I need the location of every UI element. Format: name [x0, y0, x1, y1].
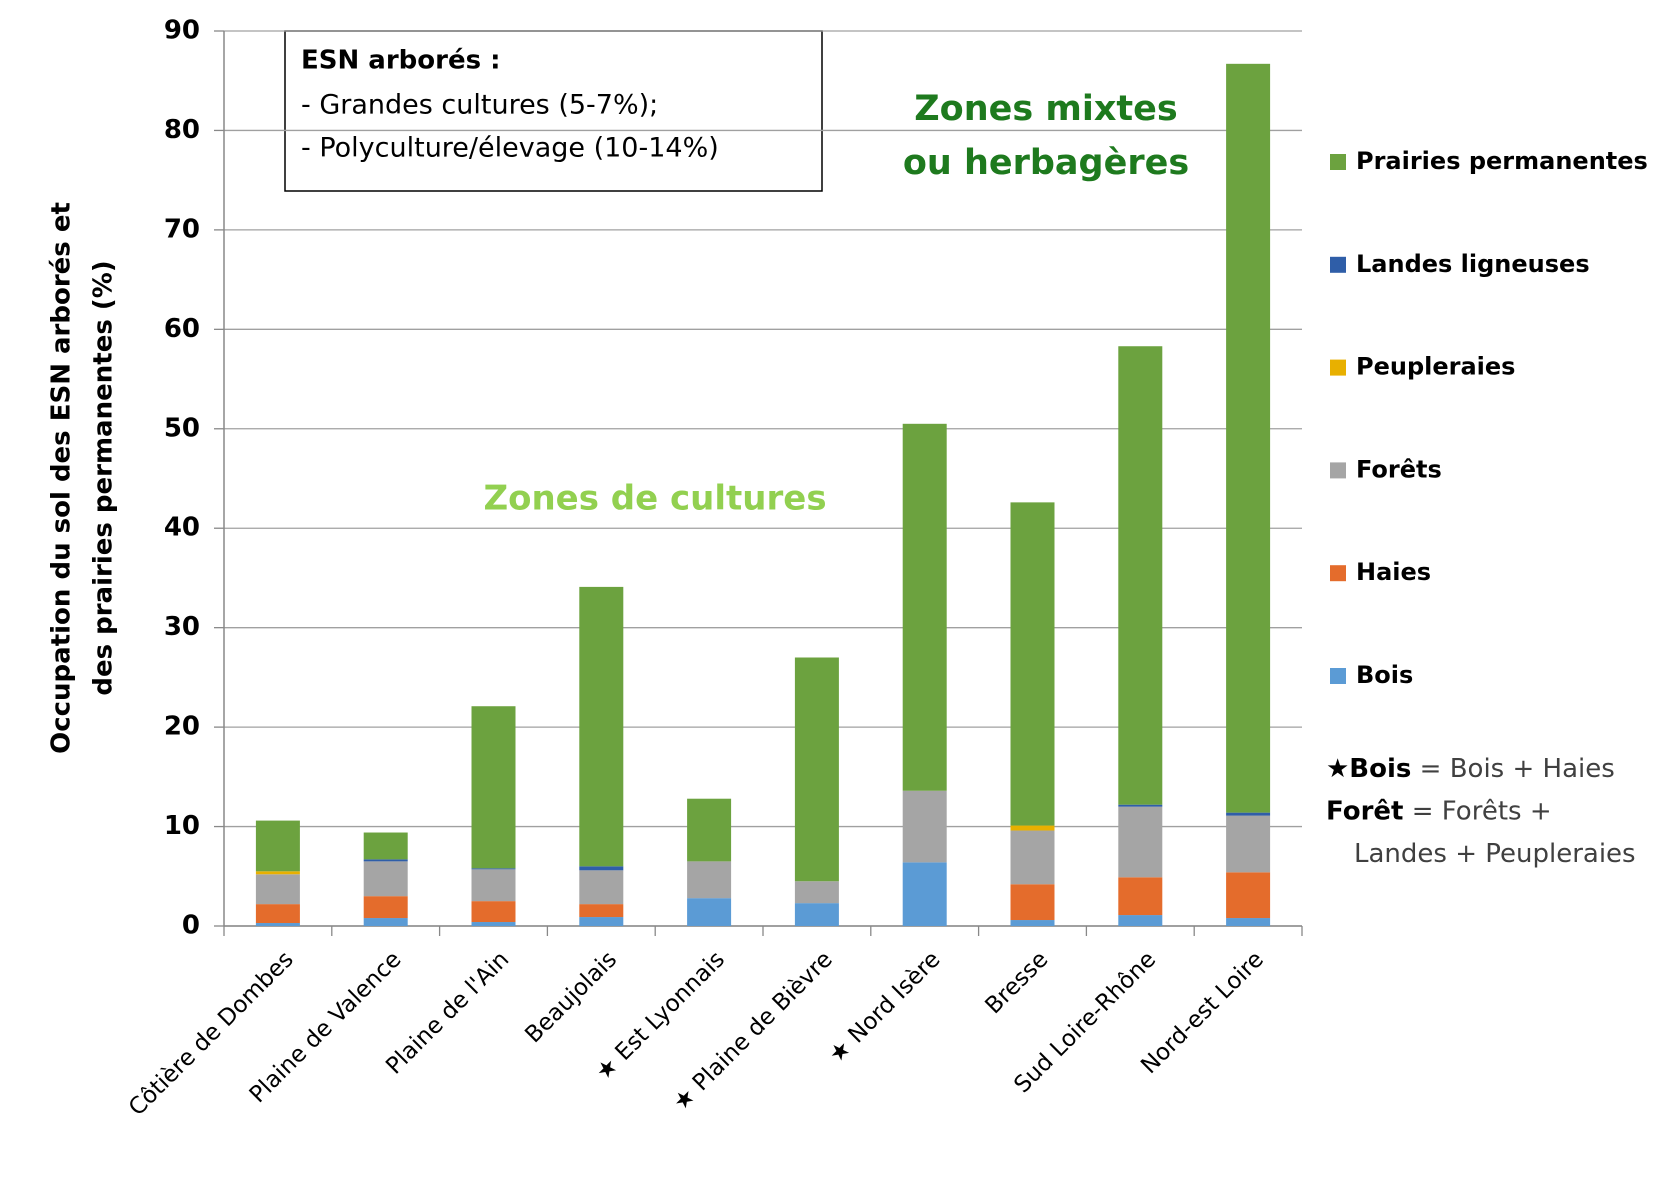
bar-segment — [471, 869, 516, 902]
note-bold: ★Bois — [1326, 754, 1411, 784]
legend-swatch — [1330, 154, 1346, 170]
y-axis-label: Occupation du sol des ESN arborés et — [47, 202, 77, 754]
y-tick-label: 80 — [164, 115, 200, 145]
legend-label: Peupleraies — [1356, 353, 1515, 381]
bar-segment — [794, 881, 839, 904]
legend-note: ★Bois = Bois + Haies — [1326, 754, 1615, 784]
box-line: - Polyculture/élevage (10-14%) — [301, 133, 719, 164]
y-tick-label: 60 — [164, 314, 200, 344]
bar-segment — [255, 871, 300, 875]
annotation-box — [284, 30, 823, 192]
legend-swatch — [1330, 256, 1346, 273]
y-tick-label: 30 — [164, 612, 200, 642]
bar-segment — [1226, 63, 1271, 813]
bar-segment — [902, 790, 947, 863]
bar-segment — [1010, 502, 1055, 826]
bar-segment — [1118, 915, 1163, 926]
bar-segment — [1010, 830, 1055, 885]
box-line: - Grandes cultures (5-7%); — [301, 90, 658, 121]
note-text: Landes + Peupleraies — [1354, 839, 1636, 869]
bar-segment — [687, 898, 732, 926]
bar-segment — [902, 423, 947, 791]
bar-segment — [579, 586, 624, 867]
bar-segment — [579, 917, 624, 926]
bar-segment — [579, 866, 624, 871]
bar-segment — [363, 896, 408, 919]
zone-label: ou herbagères — [903, 143, 1189, 183]
bar-segment — [363, 861, 408, 897]
legend-swatch — [1330, 668, 1346, 684]
legend-note: Landes + Peupleraies — [1354, 839, 1636, 869]
legend-label: Prairies permanentes — [1356, 147, 1648, 175]
y-axis-label: des prairies permanentes (%) — [89, 260, 119, 695]
bar-segment — [363, 832, 408, 860]
bar-segment — [579, 904, 624, 918]
legend-note: Forêt = Forêts + — [1326, 796, 1552, 826]
bar-segment — [1010, 825, 1055, 831]
bar-segment — [363, 918, 408, 926]
bar-segment — [471, 901, 516, 923]
bar-segment — [902, 862, 947, 926]
bar-segment — [471, 922, 516, 926]
bar-segment — [1226, 872, 1271, 919]
legend-swatch — [1330, 359, 1346, 376]
x-tick-label: ★ Nord Isère — [824, 946, 946, 1068]
y-tick-label: 40 — [164, 513, 200, 543]
bar-segment — [471, 868, 516, 870]
bar-segment — [687, 861, 732, 899]
y-tick-label: 90 — [164, 16, 200, 46]
zone-label: Zones de cultures — [483, 479, 826, 519]
bar-segment — [255, 874, 300, 905]
bar-segment — [255, 923, 300, 926]
y-tick-label: 70 — [164, 214, 200, 244]
bar-segment — [1118, 346, 1163, 805]
bar-segment — [579, 870, 624, 905]
note-text: = Forêts + — [1403, 796, 1551, 826]
y-tick-label: 0 — [182, 911, 200, 941]
bar-segment — [794, 903, 839, 926]
bar-segment — [255, 904, 300, 924]
box-title: ESN arborés : — [301, 46, 501, 76]
bar-segment — [1118, 806, 1163, 878]
legend-label: Haies — [1356, 558, 1431, 586]
bar-segment — [363, 859, 408, 862]
x-tick-label: Bresse — [981, 946, 1054, 1019]
bar-segment — [1226, 918, 1271, 926]
legend-label: Landes ligneuses — [1356, 250, 1590, 278]
bar-segment — [255, 820, 300, 872]
legend-swatch — [1330, 565, 1346, 582]
y-tick-label: 10 — [164, 811, 200, 841]
note-text: = Bois + Haies — [1411, 754, 1614, 784]
x-tick-label: Beaujolais — [520, 946, 622, 1048]
bar-segment — [687, 798, 732, 862]
bar-segment — [1010, 920, 1055, 926]
bar-segment — [1118, 804, 1163, 807]
bar-segment — [1226, 815, 1271, 873]
legend-label: Bois — [1356, 661, 1413, 689]
zone-label: Zones mixtes — [914, 89, 1177, 129]
legend-label: Forêts — [1356, 455, 1442, 483]
y-tick-label: 50 — [164, 413, 200, 443]
bar-segment — [471, 706, 516, 869]
note-bold: Forêt — [1326, 796, 1403, 826]
bar-segment — [794, 657, 839, 882]
bar-segment — [1226, 812, 1271, 816]
y-tick-label: 20 — [164, 712, 200, 742]
bar-segment — [1118, 877, 1163, 916]
legend-swatch — [1330, 462, 1346, 479]
bar-segment — [1010, 884, 1055, 921]
